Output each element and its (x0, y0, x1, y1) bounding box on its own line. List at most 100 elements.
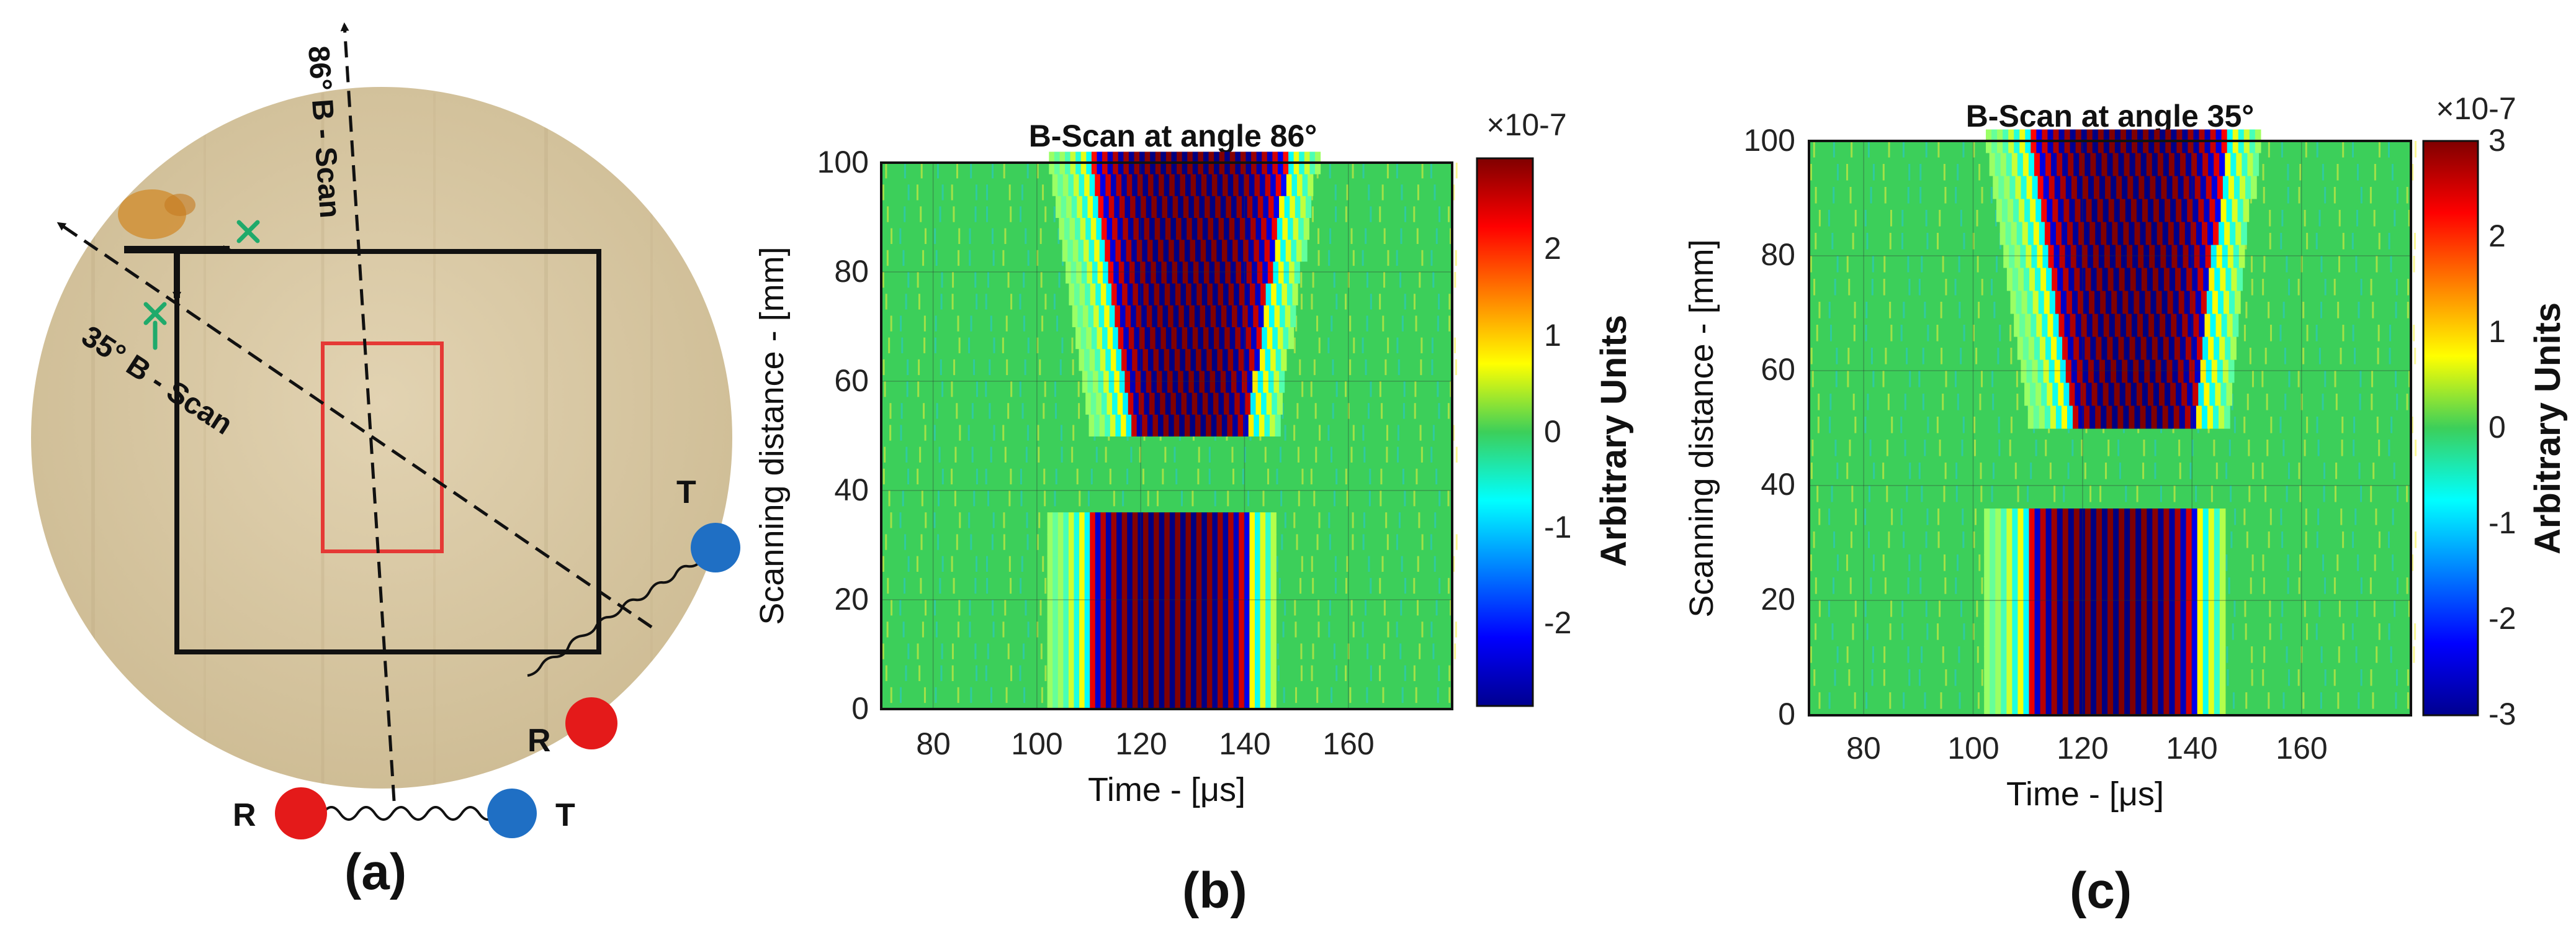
heatmap-cell (1232, 414, 1239, 436)
heatmap-cell (1397, 446, 1399, 463)
heatmap-cell (2017, 486, 2019, 502)
heatmap-cell (1190, 239, 1196, 262)
heatmap-cell (1212, 283, 1219, 305)
heatmap-cell (2191, 623, 2198, 647)
heatmap-cell (2298, 577, 2300, 594)
heatmap-cell (2147, 267, 2153, 291)
heatmap-cell (1370, 665, 1372, 681)
panel-label-c: (c) (2070, 862, 2132, 919)
heatmap-cell (1959, 302, 1961, 319)
heatmap-cell (1903, 302, 1905, 319)
heatmap-cell (1192, 327, 1198, 350)
heatmap-cell (1025, 228, 1027, 244)
heatmap-cell (2242, 152, 2248, 176)
heatmap-cell (1053, 294, 1056, 310)
heatmap-cell (1154, 217, 1160, 240)
heatmap-cell (904, 577, 906, 594)
heatmap-cell (1217, 643, 1224, 666)
heatmap-cell (1275, 348, 1281, 371)
heatmap-cell (1972, 623, 1975, 640)
heatmap-cell (2147, 509, 2153, 532)
heatmap-cell (2152, 267, 2159, 291)
heatmap-cell (1919, 577, 1922, 594)
heatmap-cell (1047, 600, 1053, 623)
heatmap-cell (2112, 336, 2119, 360)
heatmap-cell (1104, 304, 1110, 327)
heatmap-cell (1090, 534, 1096, 557)
heatmap-cell (2147, 554, 2153, 578)
heatmap-cell (2057, 509, 2063, 532)
heatmap-cell (2116, 359, 2122, 383)
heatmap-cell (1999, 221, 2006, 245)
heatmap-cell (1264, 446, 1267, 463)
heatmap-cell (1213, 217, 1219, 240)
heatmap-cell (1191, 512, 1197, 535)
heatmap-cell (2376, 417, 2379, 433)
heatmap-cell (2096, 554, 2103, 578)
heatmap-cell (1345, 577, 1347, 594)
heatmap-cell (1250, 217, 1257, 240)
heatmap-cell (2079, 336, 2085, 360)
heatmap-cell (1023, 643, 1025, 659)
heatmap-cell (2022, 336, 2029, 360)
heatmap-cell (1159, 556, 1165, 579)
heatmap-cell (1366, 315, 1368, 332)
heatmap-cell (1254, 534, 1261, 557)
heatmap-cell (1211, 414, 1217, 436)
heatmap-cell (2377, 348, 2379, 364)
heatmap-cell (1188, 195, 1195, 218)
heatmap-cell (1078, 239, 1084, 262)
heatmap-cell (1121, 600, 1128, 623)
heatmap-cell (2045, 554, 2052, 578)
heatmap-cell (1398, 512, 1401, 528)
heatmap-cell (2214, 336, 2220, 360)
heatmap-cell (2034, 646, 2041, 670)
heatmap-cell (2141, 646, 2147, 670)
heatmap-cell (1921, 256, 1923, 273)
heatmap-cell (2006, 509, 2013, 532)
heatmap-cell (2337, 692, 2340, 709)
heatmap-cell (1239, 512, 1245, 535)
heatmap-cell (2147, 198, 2154, 222)
heatmap-cell (1027, 337, 1030, 353)
heatmap-cell (1024, 359, 1026, 376)
heatmap-cell (1379, 206, 1381, 222)
heatmap-cell (1454, 272, 1456, 288)
heatmap-cell (1105, 414, 1111, 436)
heatmap-cell (2152, 531, 2158, 555)
heatmap-cell (2075, 198, 2081, 222)
heatmap-cell (1239, 556, 1245, 579)
heatmap-cell (2155, 244, 2161, 268)
heatmap-cell (1161, 261, 1167, 284)
heatmap-cell (1846, 554, 1848, 571)
heatmap-cell (2124, 152, 2130, 176)
heatmap-cell (1973, 531, 1975, 548)
heatmap-cell (2243, 198, 2250, 222)
heatmap-cell (2323, 486, 2325, 502)
heatmap-cell (1310, 381, 1313, 397)
heatmap-cell (2154, 313, 2160, 337)
heatmap-cell (2107, 152, 2114, 176)
heatmap-cell (2135, 554, 2142, 578)
heatmap-cell (1270, 665, 1277, 688)
heatmap-cell (935, 315, 937, 332)
heatmap-cell (951, 556, 953, 572)
heatmap-cell (2085, 646, 2091, 670)
heatmap-cell (1263, 370, 1269, 393)
heatmap-cell (1074, 643, 1080, 666)
heatmap-cell (1132, 622, 1138, 644)
heatmap-cell (1301, 556, 1303, 572)
heatmap-cell (2057, 692, 2063, 716)
heatmap-cell (1866, 233, 1869, 250)
heatmap-cell (1329, 228, 1332, 244)
heatmap-cell (1208, 327, 1214, 350)
heatmap-cell (1156, 370, 1163, 393)
heatmap-cell (1095, 600, 1101, 623)
heatmap-cell (2243, 325, 2246, 341)
heatmap-cell (1223, 643, 1229, 666)
heatmap-cell (2280, 623, 2282, 640)
heatmap-cell (2147, 577, 2153, 601)
heatmap-cell (2049, 290, 2056, 314)
heatmap-cell (888, 491, 891, 507)
heatmap-cell (1180, 173, 1186, 196)
